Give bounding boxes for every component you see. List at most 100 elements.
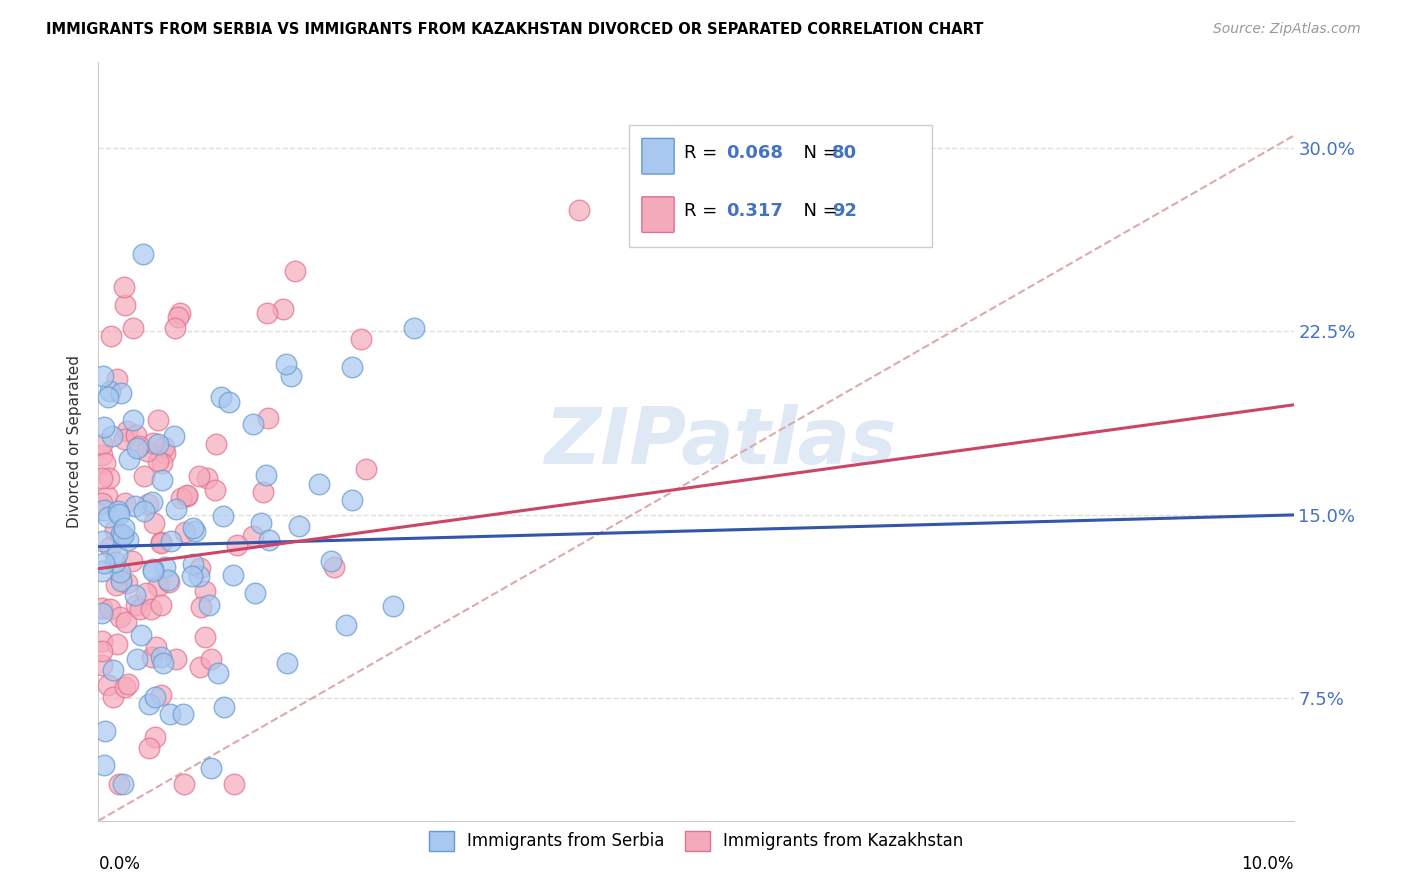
Point [135, 586, 157, 600]
Point [98, 471, 121, 485]
Point [200, 761, 222, 775]
Point [105, 637, 128, 651]
Point [150, 536, 173, 550]
Point [112, 527, 135, 541]
Point [96, 489, 118, 503]
Point [134, 504, 156, 518]
Point [112, 521, 135, 535]
Point [107, 503, 129, 517]
Point [129, 602, 152, 616]
Point [402, 321, 425, 335]
Point [276, 656, 298, 670]
Point [125, 651, 148, 665]
Point [142, 435, 165, 450]
Point [165, 502, 187, 516]
Text: 0.317: 0.317 [727, 202, 783, 220]
Point [111, 777, 134, 791]
Point [382, 599, 405, 614]
Point [97, 677, 120, 691]
Point [157, 573, 180, 587]
Point [91, 448, 114, 462]
Point [110, 385, 132, 400]
Point [107, 777, 129, 791]
Point [148, 579, 170, 593]
Text: N =: N = [793, 144, 844, 161]
Point [242, 529, 264, 543]
Point [256, 306, 278, 320]
Point [91, 657, 114, 672]
Point [115, 576, 138, 591]
Point [115, 615, 138, 629]
Point [149, 649, 172, 664]
Point [250, 516, 273, 531]
Point [98, 540, 121, 554]
Text: R =: R = [685, 144, 723, 161]
Point [153, 560, 176, 574]
Point [93, 419, 115, 434]
Point [209, 390, 232, 404]
Text: N =: N = [793, 202, 844, 220]
Point [125, 427, 148, 442]
Point [157, 575, 180, 590]
Point [195, 470, 218, 484]
Point [145, 640, 167, 654]
Point [143, 690, 166, 705]
Point [176, 489, 198, 503]
Text: R =: R = [685, 202, 728, 220]
Point [204, 483, 226, 497]
Point [166, 310, 188, 324]
Point [108, 565, 131, 579]
Point [122, 321, 145, 335]
Point [165, 320, 187, 334]
Point [205, 436, 228, 450]
Point [91, 471, 114, 485]
Point [188, 561, 211, 575]
Point [114, 298, 136, 312]
Point [183, 524, 205, 538]
Point [124, 499, 146, 513]
Y-axis label: Divorced or Separated: Divorced or Separated [67, 355, 83, 528]
Point [143, 730, 166, 744]
Point [112, 432, 135, 446]
Point [98, 384, 121, 398]
Point [143, 516, 166, 530]
Point [218, 395, 240, 409]
Point [257, 411, 280, 425]
Point [224, 777, 246, 791]
Point [98, 602, 121, 616]
Point [91, 606, 114, 620]
Point [129, 628, 152, 642]
Point [114, 680, 136, 694]
Point [242, 417, 264, 432]
Point [104, 555, 127, 569]
Point [194, 584, 217, 599]
Point [200, 652, 222, 666]
Point [181, 521, 204, 535]
Point [91, 644, 114, 658]
Point [308, 476, 330, 491]
Point [170, 491, 193, 506]
Point [257, 533, 280, 547]
Point [100, 329, 122, 343]
Point [132, 247, 155, 261]
Text: 92: 92 [832, 202, 856, 220]
Point [114, 496, 136, 510]
Point [93, 758, 115, 772]
Point [159, 534, 181, 549]
Point [128, 439, 150, 453]
Point [91, 437, 114, 451]
Point [121, 554, 143, 568]
Point [110, 574, 132, 588]
Point [100, 429, 122, 443]
Point [117, 533, 139, 548]
Point [91, 634, 114, 648]
Point [93, 503, 115, 517]
Point [212, 700, 235, 714]
Point [124, 588, 146, 602]
Text: IMMIGRANTS FROM SERBIA VS IMMIGRANTS FROM KAZAKHSTAN DIVORCED OR SEPARATED CORRE: IMMIGRANTS FROM SERBIA VS IMMIGRANTS FRO… [46, 22, 984, 37]
Point [91, 369, 114, 384]
Point [284, 264, 307, 278]
Point [245, 586, 267, 600]
Point [172, 706, 194, 721]
Point [207, 666, 229, 681]
